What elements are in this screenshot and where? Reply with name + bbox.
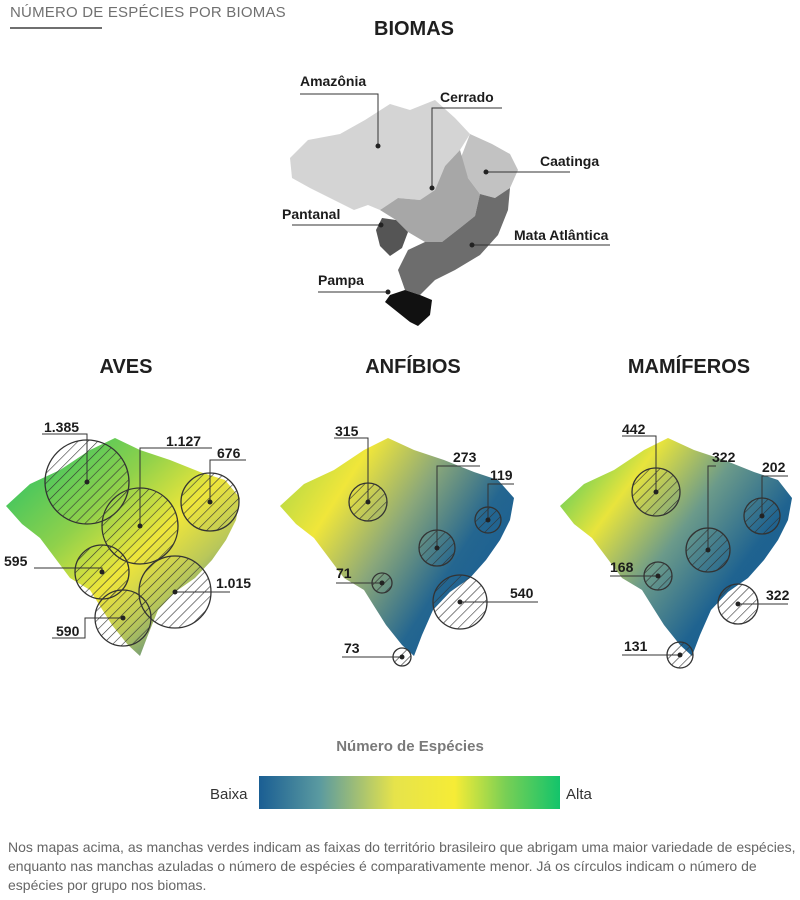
mamiferos-amazonia-value: 442 xyxy=(622,421,646,437)
mamiferos-mata-atlantica-value: 322 xyxy=(766,587,790,603)
label-pampa: Pampa xyxy=(318,272,364,288)
header-title: NÚMERO DE ESPÉCIES POR BIOMAS xyxy=(10,4,286,21)
mamiferos-pantanal-value: 168 xyxy=(610,559,634,575)
mamiferos-cerrado-value: 322 xyxy=(712,449,736,465)
aves-pantanal-value: 595 xyxy=(4,553,28,569)
label-caatinga: Caatinga xyxy=(540,153,599,169)
cerrado-region xyxy=(380,150,480,242)
aves-map-title: AVES xyxy=(99,356,153,378)
legend-color-bar xyxy=(259,776,560,809)
aves-mata-atlantica-value: 1.015 xyxy=(216,575,251,591)
anfibios-caatinga-value: 119 xyxy=(490,467,513,483)
anfibios-brazil-shape xyxy=(280,438,514,656)
legend-low-label: Baixa xyxy=(210,786,248,803)
anfibios-mata-atlantica-value: 540 xyxy=(510,585,534,601)
pampa-region xyxy=(385,290,432,326)
label-cerrado: Cerrado xyxy=(440,89,494,105)
legend-title: Número de Espécies xyxy=(336,738,484,755)
aves-amazonia-value: 1.385 xyxy=(44,419,79,435)
header-rule xyxy=(10,27,102,29)
anfibios-amazonia-value: 315 xyxy=(335,423,359,439)
mamiferos-map: 442 322 202 168 322 131 xyxy=(560,421,792,669)
pantanal-region xyxy=(376,218,408,256)
aves-cerrado-value: 1.127 xyxy=(166,433,201,449)
anfibios-map: 315 273 119 71 540 73 xyxy=(280,423,538,667)
mamiferos-map-title: MAMÍFEROS xyxy=(627,356,751,378)
label-pantanal: Pantanal xyxy=(282,206,340,222)
aves-caatinga-value: 676 xyxy=(217,445,241,461)
anfibios-map-title: ANFÍBIOS xyxy=(365,356,461,378)
footnote: Nos mapas acima, as manchas verdes indic… xyxy=(8,839,796,893)
label-mata-atlantica: Mata Atlântica xyxy=(514,227,609,243)
anfibios-pantanal-value: 71 xyxy=(336,565,352,581)
amazonia-region xyxy=(290,100,470,210)
aves-pampa-value: 590 xyxy=(56,623,80,639)
anfibios-cerrado-value: 273 xyxy=(453,449,477,465)
label-amazonia: Amazônia xyxy=(300,73,366,89)
aves-map: 1.385 1.127 676 595 1.015 590 xyxy=(4,419,251,656)
mamiferos-caatinga-value: 202 xyxy=(762,459,786,475)
anfibios-pampa-value: 73 xyxy=(344,640,360,656)
biomes-map: Amazônia Cerrado Caatinga Pantanal Mata … xyxy=(282,73,610,326)
caatinga-region xyxy=(460,134,518,198)
mamiferos-pampa-value: 131 xyxy=(624,638,648,654)
biomas-map-title: BIOMAS xyxy=(374,18,454,40)
mamiferos-brazil-shape xyxy=(560,438,792,656)
legend-high-label: Alta xyxy=(566,786,592,803)
mata-atlantica-region xyxy=(398,188,510,295)
